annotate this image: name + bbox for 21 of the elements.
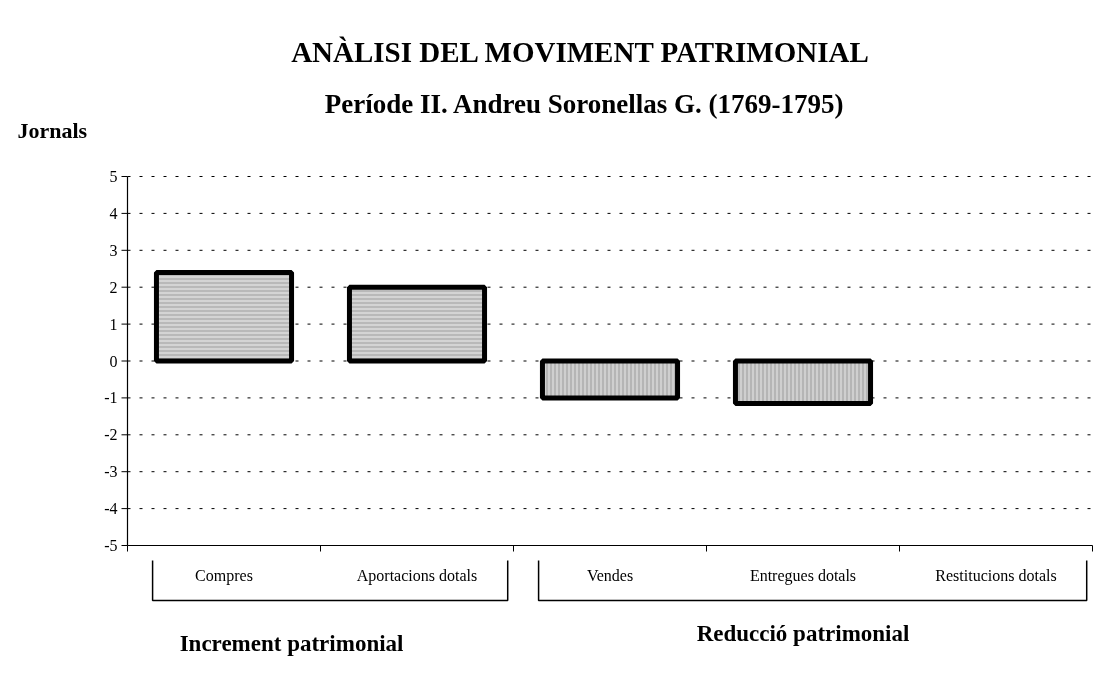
y-tick-label: -5: [104, 537, 118, 554]
text: Reducció patrimonial: [696, 621, 910, 646]
y-tick-label: -3: [104, 463, 118, 481]
y-tick-label: 0: [109, 352, 118, 370]
y-tick-label: -2: [104, 426, 118, 444]
y-tick-label: 2: [109, 278, 118, 296]
x-tick-label: Vendes: [586, 567, 634, 584]
y-tick-label: -1: [104, 389, 118, 407]
x-tick-label: Aportacions dotals: [356, 567, 478, 585]
y-tick-label: 3: [109, 241, 118, 259]
y-tick-label: 1: [109, 315, 118, 333]
y-tick-label: 4: [109, 204, 118, 222]
x-tick-label: Entregues dotals: [749, 567, 857, 585]
x-tick-label: Restitucions dotals: [935, 567, 1057, 584]
y-tick-label: -4: [104, 500, 118, 518]
text: Increment patrimonial: [179, 631, 404, 656]
chart-subtitle: Període II. Andreu Soronellas G. (1769-1795): [324, 88, 844, 119]
chart-title: ANÀLISI DEL MOVIMENT PATRIMONIAL: [291, 35, 869, 68]
y-tick-label: 5: [109, 168, 118, 185]
x-tick-label: Compres: [195, 567, 253, 585]
y-axis-title: Jornals: [17, 118, 88, 143]
